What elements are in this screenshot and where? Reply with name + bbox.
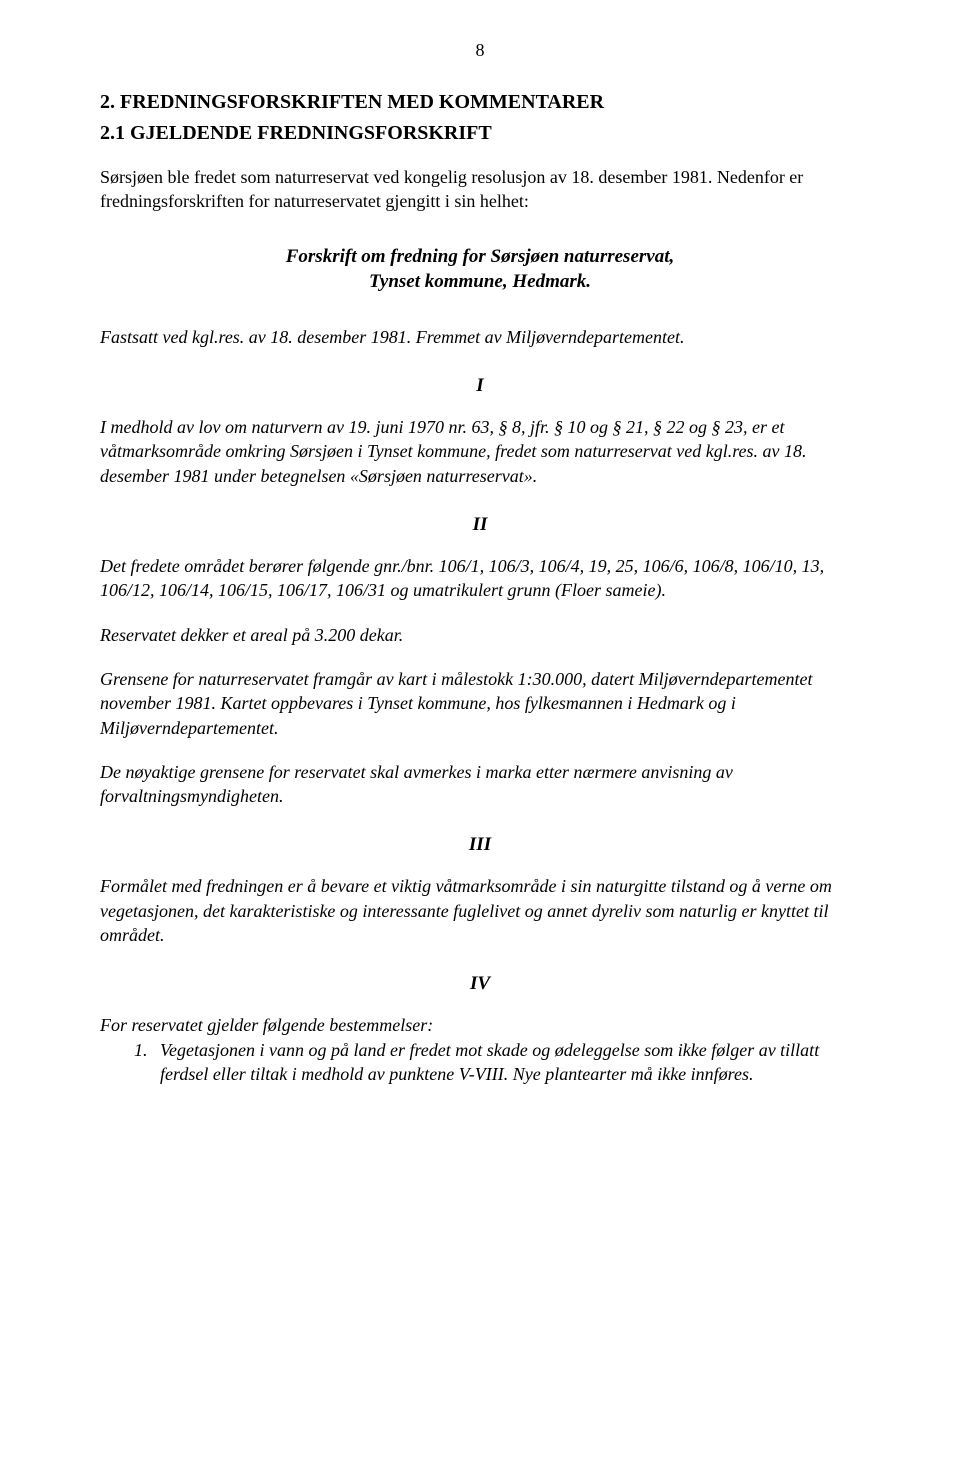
fastsatt-line: Fastsatt ved kgl.res. av 18. desember 19… bbox=[100, 325, 860, 349]
section-ii-p3: Grensene for naturreservatet framgår av … bbox=[100, 667, 860, 740]
forskrift-title: Forskrift om fredning for Sørsjøen natur… bbox=[100, 244, 860, 295]
roman-ii: II bbox=[100, 514, 860, 536]
list-item: 1. Vegetasjonen i vann og på land er fre… bbox=[134, 1038, 860, 1087]
forskrift-title-line1: Forskrift om fredning for Sørsjøen natur… bbox=[100, 244, 860, 270]
page-number: 8 bbox=[100, 40, 860, 61]
roman-iv: IV bbox=[100, 973, 860, 995]
list-text: Vegetasjonen i vann og på land er fredet… bbox=[160, 1038, 860, 1087]
section-i-body: I medhold av lov om naturvern av 19. jun… bbox=[100, 415, 860, 488]
section-iv-list: 1. Vegetasjonen i vann og på land er fre… bbox=[100, 1038, 860, 1087]
intro-paragraph: Sørsjøen ble fredet som naturreservat ve… bbox=[100, 165, 860, 214]
document-page: 8 2. FREDNINGSFORSKRIFTEN MED KOMMENTARE… bbox=[0, 0, 960, 1481]
heading-sub: 2.1 GJELDENDE FREDNINGSFORSKRIFT bbox=[100, 122, 860, 145]
list-marker: 1. bbox=[134, 1038, 160, 1087]
section-ii-p2: Reservatet dekker et areal på 3.200 deka… bbox=[100, 623, 860, 647]
roman-i: I bbox=[100, 375, 860, 397]
heading-main: 2. FREDNINGSFORSKRIFTEN MED KOMMENTARER bbox=[100, 91, 860, 114]
section-ii-p4: De nøyaktige grensene for reservatet ska… bbox=[100, 760, 860, 809]
forskrift-title-line2: Tynset kommune, Hedmark. bbox=[100, 269, 860, 295]
section-iii-body: Formålet med fredningen er å bevare et v… bbox=[100, 874, 860, 947]
section-ii-p1: Det fredete området berører følgende gnr… bbox=[100, 554, 860, 603]
section-iv-intro: For reservatet gjelder følgende bestemme… bbox=[100, 1013, 860, 1037]
roman-iii: III bbox=[100, 834, 860, 856]
